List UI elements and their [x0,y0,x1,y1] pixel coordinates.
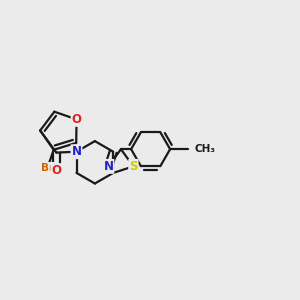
Text: N: N [71,145,82,158]
Text: Br: Br [41,163,54,173]
Text: O: O [72,113,82,126]
Text: CH₃: CH₃ [195,144,216,154]
Text: O: O [51,164,62,177]
Text: N: N [103,160,113,173]
Text: S: S [129,160,138,173]
